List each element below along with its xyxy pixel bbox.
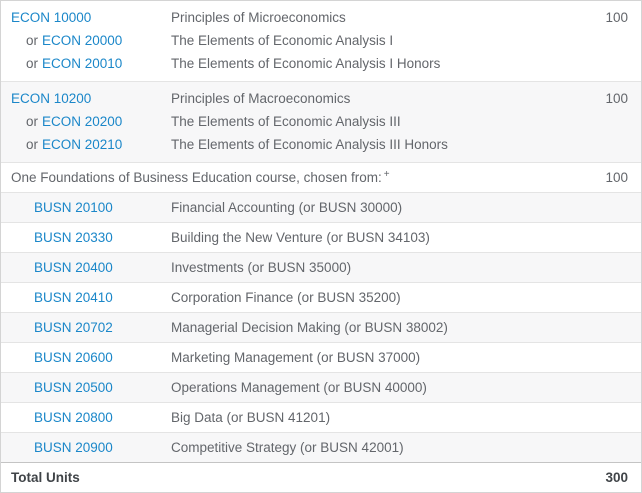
course-title: Financial Accounting (or BUSN 30000) xyxy=(171,200,403,215)
course-code-link[interactable]: BUSN 20330 xyxy=(34,230,113,245)
total-units-label: Total Units xyxy=(11,470,80,485)
course-group-row: ECON 10000 Principles of Microeconomics or… xyxy=(1,1,641,81)
footnote-marker: + xyxy=(383,168,390,180)
or-prefix: or xyxy=(26,137,39,152)
course-title: Principles of Microeconomics xyxy=(171,10,346,25)
code-cell: BUSN 20900 xyxy=(1,440,171,455)
course-code-link[interactable]: ECON 20210 xyxy=(42,137,123,152)
course-title: The Elements of Economic Analysis I xyxy=(171,33,394,48)
course-row: BUSN 20410 Corporation Finance (or BUSN 3… xyxy=(1,282,641,312)
or-prefix: or xyxy=(26,56,39,71)
course-line: ECON 10200 Principles of Macroeconomics xyxy=(1,87,581,110)
code-cell: or ECON 20000 xyxy=(1,29,171,52)
or-prefix: or xyxy=(26,33,39,48)
code-cell: BUSN 20500 xyxy=(1,380,171,395)
units-value: 100 xyxy=(605,91,628,106)
code-cell: ECON 10200 xyxy=(1,87,171,110)
code-cell: BUSN 20400 xyxy=(1,260,171,275)
course-row: BUSN 20900 Competitive Strategy (or BUSN … xyxy=(1,432,641,462)
course-title: Competitive Strategy (or BUSN 42001) xyxy=(171,440,404,455)
code-cell: BUSN 20702 xyxy=(1,320,171,335)
code-cell: BUSN 20100 xyxy=(1,200,171,215)
course-title: The Elements of Economic Analysis III Ho… xyxy=(171,137,448,152)
course-title: Operations Management (or BUSN 40000) xyxy=(171,380,427,395)
course-line: or ECON 20010 The Elements of Economic Ana… xyxy=(1,52,581,75)
course-row: BUSN 20500 Operations Management (or BUSN… xyxy=(1,372,641,402)
course-code-link[interactable]: BUSN 20600 xyxy=(34,350,113,365)
course-code-link[interactable]: BUSN 20702 xyxy=(34,320,113,335)
course-row: BUSN 20800 Big Data (or BUSN 41201) xyxy=(1,402,641,432)
comment-label: One Foundations of Business Education co… xyxy=(11,170,382,185)
course-row: BUSN 20330 Building the New Venture (or B… xyxy=(1,222,641,252)
course-code-link[interactable]: BUSN 20400 xyxy=(34,260,113,275)
course-code-link[interactable]: ECON 20000 xyxy=(42,33,123,48)
units-value: 100 xyxy=(605,10,628,25)
course-row: BUSN 20702 Managerial Decision Making (or… xyxy=(1,312,641,342)
total-row: Total Units 300 xyxy=(1,462,641,492)
total-units-value: 300 xyxy=(605,470,628,485)
course-code-link[interactable]: BUSN 20100 xyxy=(34,200,113,215)
code-cell: or ECON 20210 xyxy=(1,133,171,156)
course-title: Big Data (or BUSN 41201) xyxy=(171,410,331,425)
course-code-link[interactable]: BUSN 20500 xyxy=(34,380,113,395)
course-line: ECON 10000 Principles of Microeconomics xyxy=(1,6,581,29)
code-cell: BUSN 20330 xyxy=(1,230,171,245)
course-lines: ECON 10200 Principles of Macroeconomics or… xyxy=(1,87,581,156)
course-code-link[interactable]: BUSN 20900 xyxy=(34,440,113,455)
course-code-link[interactable]: ECON 10000 xyxy=(11,10,92,25)
code-cell: ECON 10000 xyxy=(1,6,171,29)
course-row: BUSN 20100 Financial Accounting (or BUSN … xyxy=(1,192,641,222)
course-code-link[interactable]: ECON 20200 xyxy=(42,114,123,129)
comment-row: One Foundations of Business Education co… xyxy=(1,162,641,192)
course-title: Investments (or BUSN 35000) xyxy=(171,260,352,275)
course-group-row: ECON 10200 Principles of Macroeconomics or… xyxy=(1,81,641,162)
course-code-link[interactable]: ECON 20010 xyxy=(42,56,123,71)
or-prefix: or xyxy=(26,114,39,129)
course-line: or ECON 20210 The Elements of Economic Ana… xyxy=(1,133,581,156)
course-title: Managerial Decision Making (or BUSN 3800… xyxy=(171,320,448,335)
code-cell: BUSN 20600 xyxy=(1,350,171,365)
course-row: BUSN 20400 Investments (or BUSN 35000) xyxy=(1,252,641,282)
comment-text: One Foundations of Business Education co… xyxy=(1,168,581,185)
course-code-link[interactable]: ECON 10200 xyxy=(11,91,92,106)
course-lines: ECON 10000 Principles of Microeconomics or… xyxy=(1,6,581,75)
course-code-link[interactable]: BUSN 20410 xyxy=(34,290,113,305)
course-row: BUSN 20600 Marketing Management (or BUSN … xyxy=(1,342,641,372)
code-cell: or ECON 20010 xyxy=(1,52,171,75)
code-cell: BUSN 20800 xyxy=(1,410,171,425)
course-title: Principles of Macroeconomics xyxy=(171,91,351,106)
course-title: Marketing Management (or BUSN 37000) xyxy=(171,350,421,365)
course-title: The Elements of Economic Analysis III xyxy=(171,114,401,129)
course-line: or ECON 20200 The Elements of Economic Ana… xyxy=(1,110,581,133)
course-code-link[interactable]: BUSN 20800 xyxy=(34,410,113,425)
units-value: 100 xyxy=(605,170,628,185)
code-cell: BUSN 20410 xyxy=(1,290,171,305)
course-line: or ECON 20000 The Elements of Economic Ana… xyxy=(1,29,581,52)
code-cell: or ECON 20200 xyxy=(1,110,171,133)
course-title: The Elements of Economic Analysis I Hono… xyxy=(171,56,441,71)
course-title: Corporation Finance (or BUSN 35200) xyxy=(171,290,401,305)
course-title: Building the New Venture (or BUSN 34103) xyxy=(171,230,430,245)
